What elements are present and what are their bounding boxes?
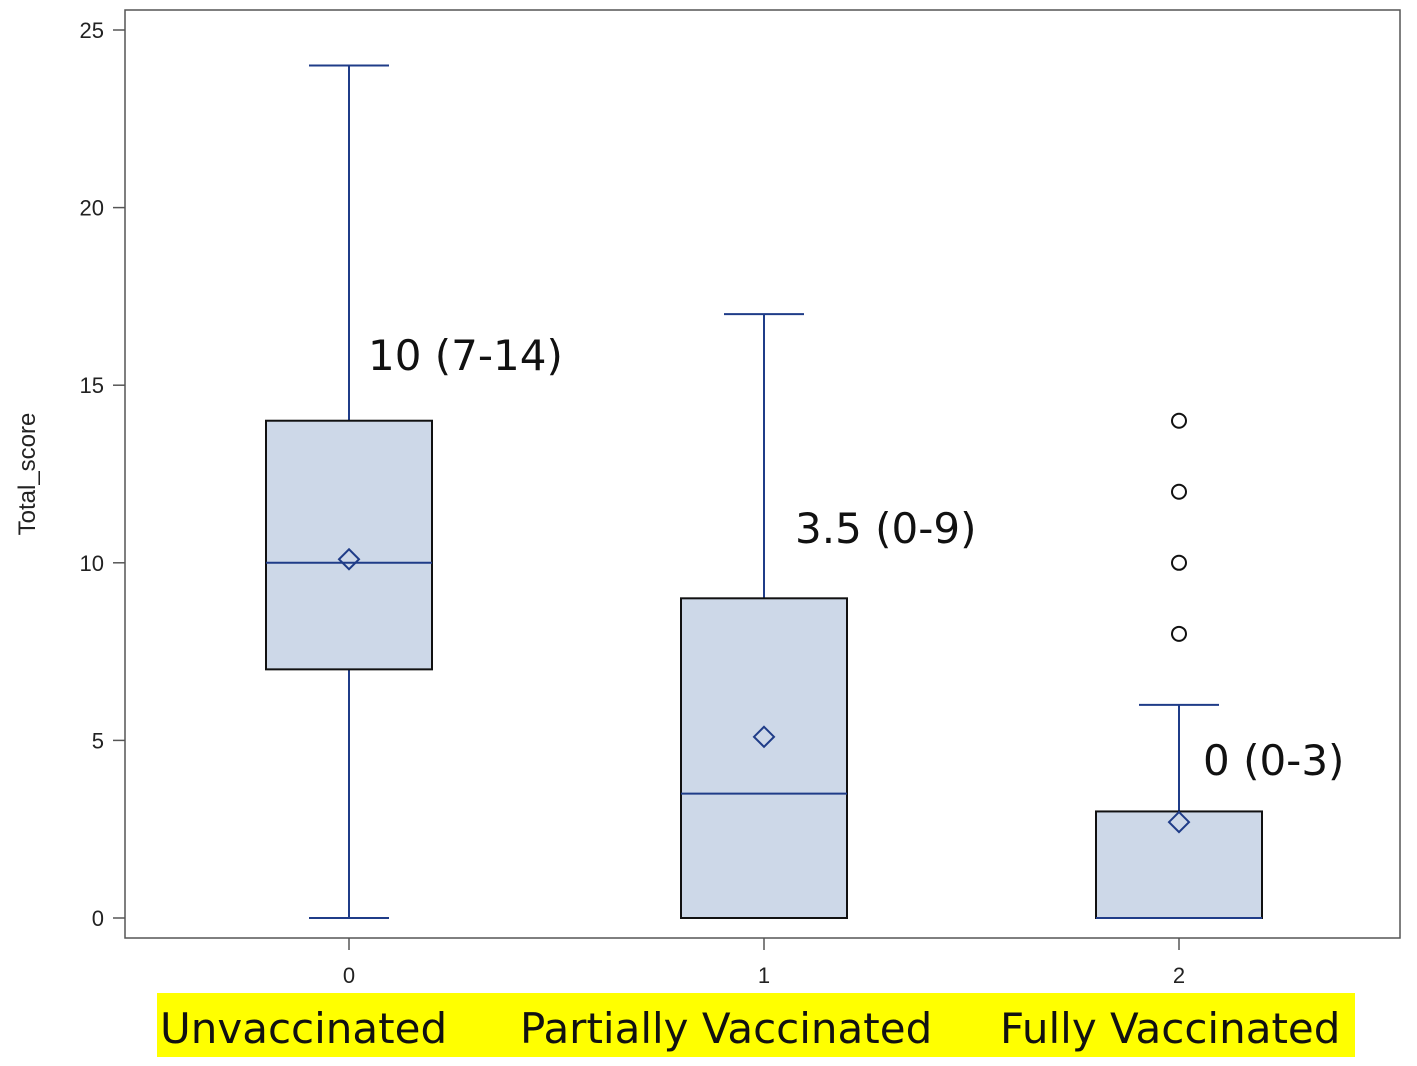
box-group: 3.5 (0-9) — [680, 313, 977, 919]
y-tick-label: 0 — [92, 906, 104, 931]
y-tick-label: 5 — [92, 728, 104, 753]
box-annotation: 10 (7-14) — [368, 331, 563, 380]
x-tick-label: 1 — [758, 963, 770, 988]
group-labels: Unvaccinated Partially Vaccinated Fully Va… — [157, 993, 1355, 1057]
outlier-point — [1171, 625, 1187, 642]
y-tick-label: 10 — [80, 551, 104, 576]
boxes-layer: 10 (7-14) 3.5 (0-9) 0 (0-3) — [265, 64, 1344, 919]
outlier-point — [1171, 412, 1187, 429]
box-group: 10 (7-14) — [265, 64, 563, 919]
y-axis: 0 5 10 15 20 25 — [80, 18, 125, 931]
y-tick-label: 25 — [80, 18, 104, 43]
x-axis: 0 1 2 — [343, 938, 1185, 988]
box-annotation: 0 (0-3) — [1203, 736, 1344, 785]
x-tick-label: 2 — [1173, 963, 1185, 988]
x-tick-label: 0 — [343, 963, 355, 988]
outlier-point — [1171, 554, 1187, 571]
mean-marker — [337, 547, 361, 571]
box-annotation: 3.5 (0-9) — [795, 504, 977, 553]
box-group: 0 (0-3) — [1095, 412, 1344, 919]
group-label: Partially Vaccinated — [520, 1004, 932, 1053]
iqr-box — [1095, 810, 1263, 919]
plot-frame — [124, 9, 1401, 939]
mean-marker — [1167, 810, 1191, 834]
iqr-box — [265, 419, 433, 671]
group-label: Unvaccinated — [160, 1004, 447, 1053]
mean-marker — [752, 725, 776, 749]
y-tick-label: 15 — [80, 373, 104, 398]
iqr-box — [680, 597, 848, 919]
group-label: Fully Vaccinated — [1000, 1004, 1340, 1053]
y-axis-title: Total_score — [14, 413, 41, 536]
group-label-highlight — [157, 993, 1355, 1057]
y-tick-label: 20 — [80, 196, 104, 221]
outlier-point — [1171, 483, 1187, 500]
